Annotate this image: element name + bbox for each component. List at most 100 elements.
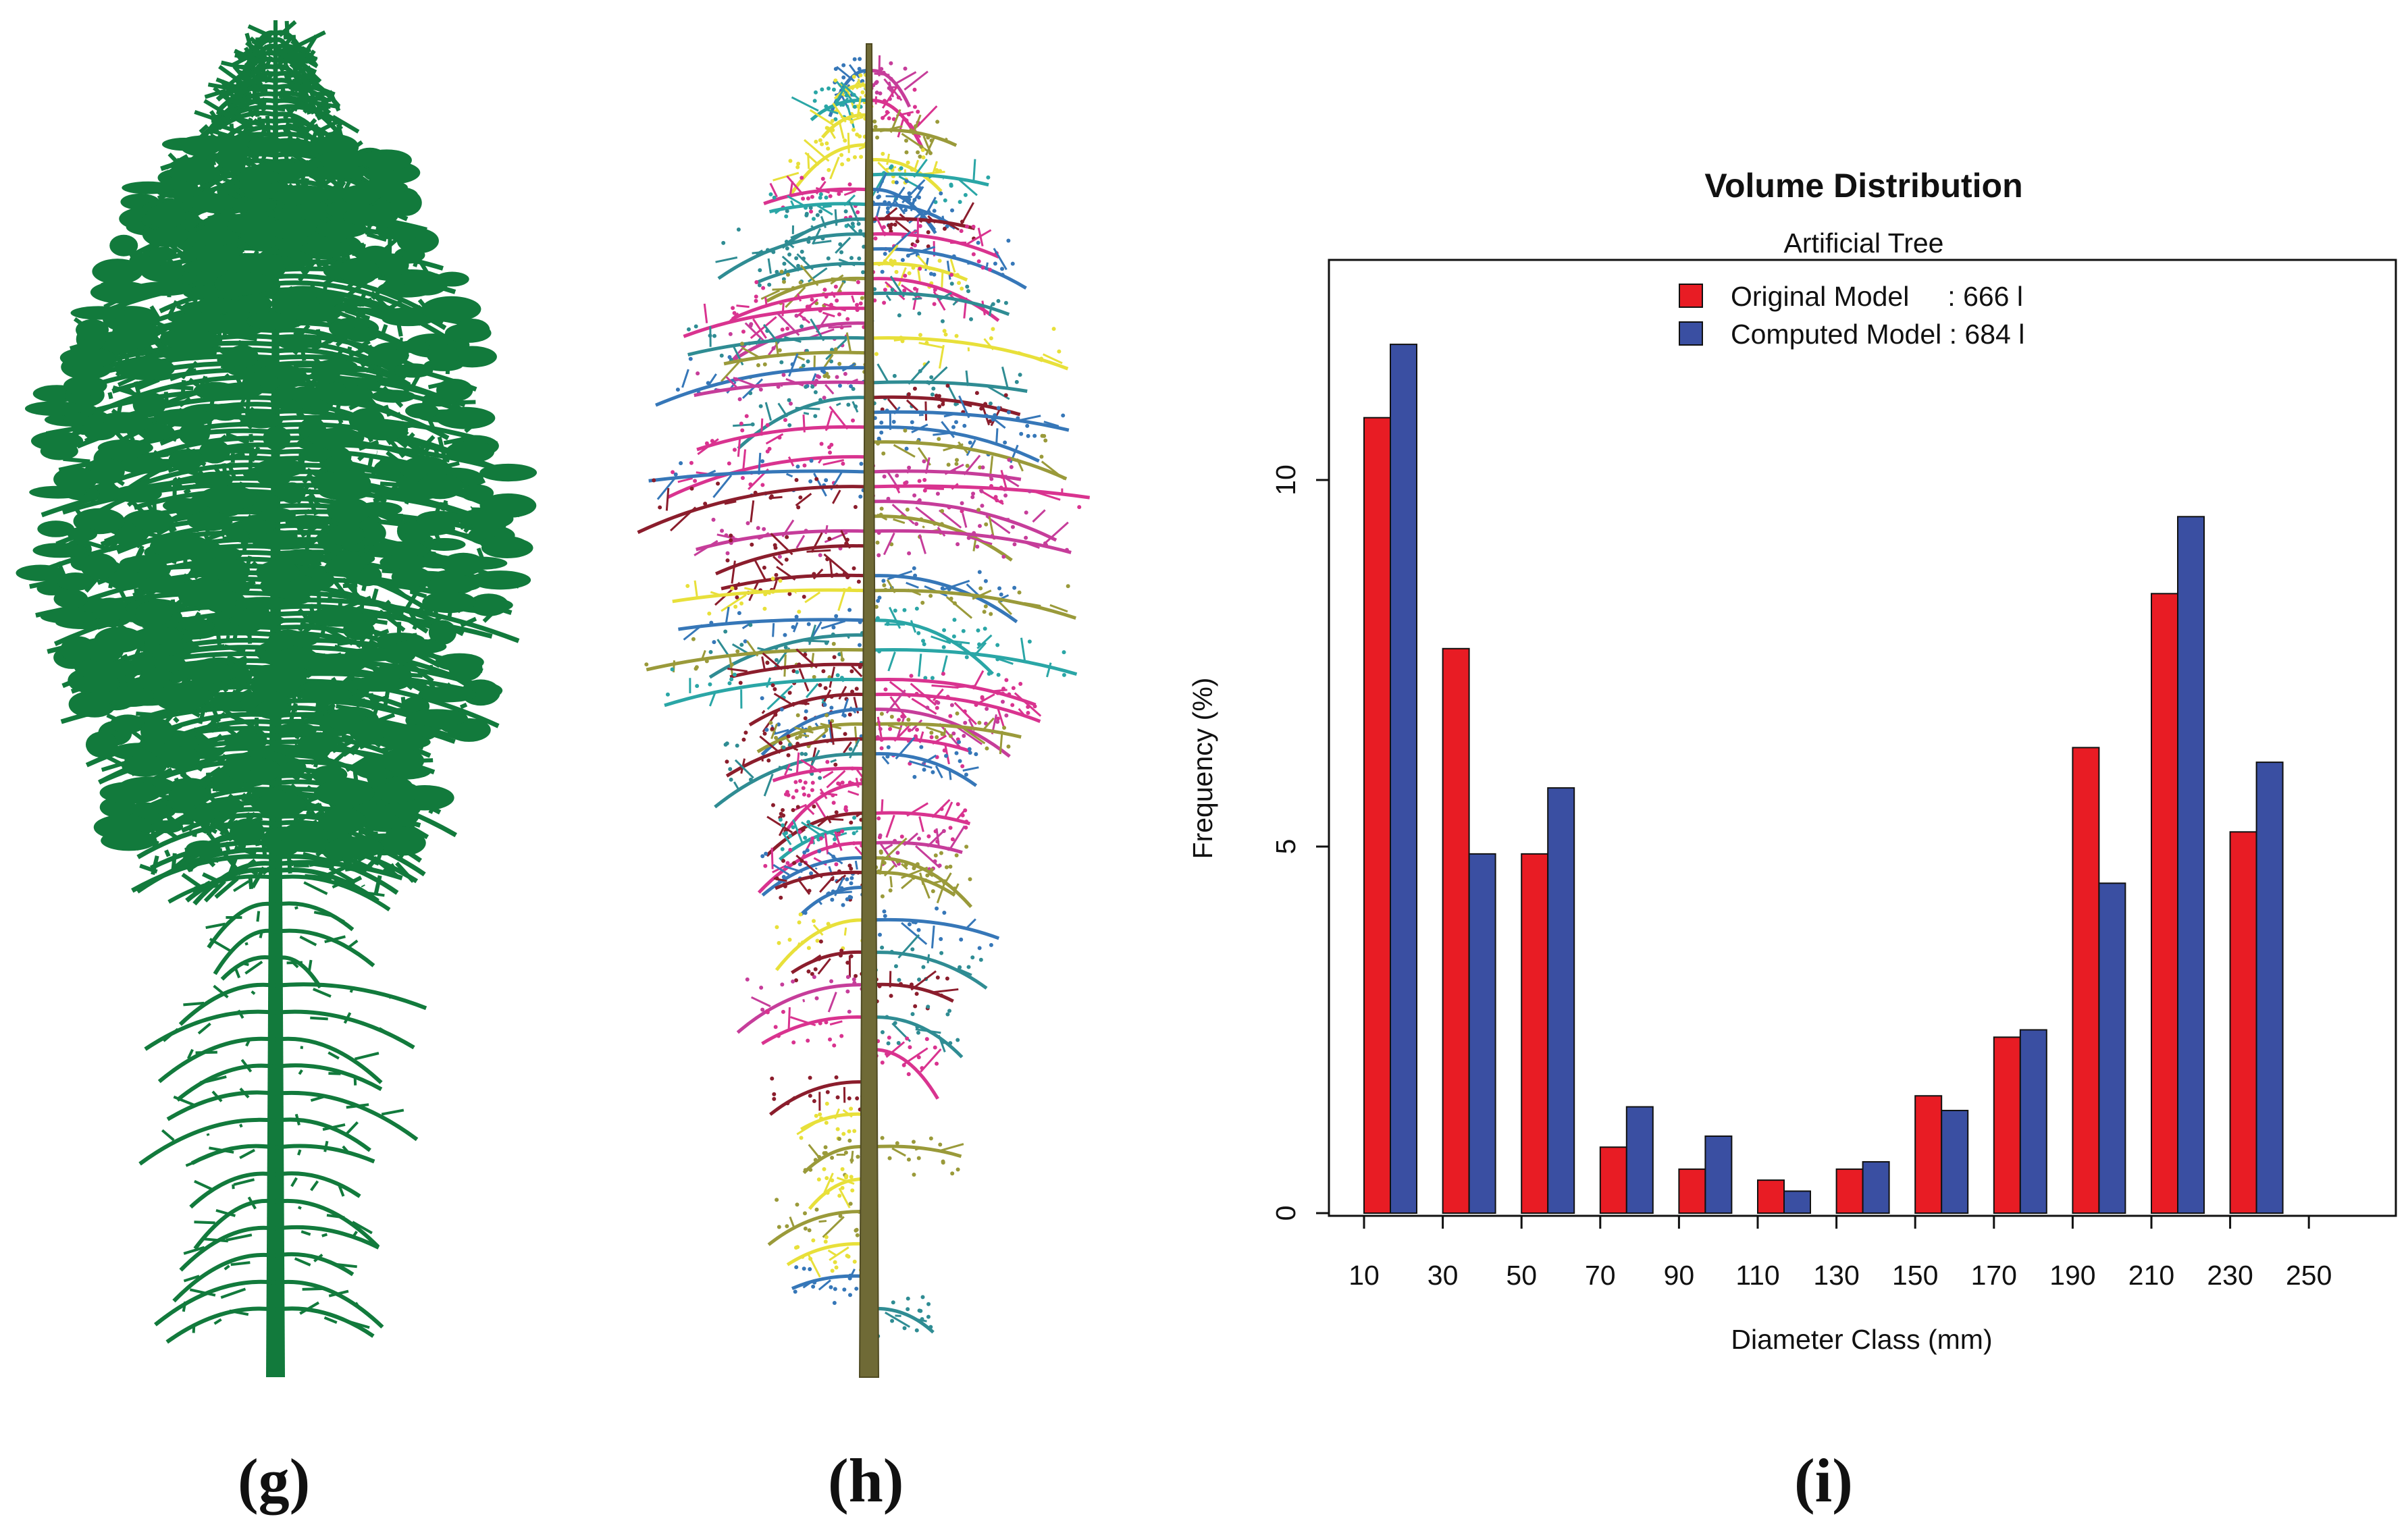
tree-g-twig bbox=[259, 50, 265, 65]
tree-g-foliage bbox=[448, 656, 483, 681]
tree-g-twig bbox=[312, 988, 332, 998]
tree-g-twig bbox=[240, 99, 255, 115]
bar-computed-230 bbox=[2255, 762, 2284, 1214]
tree-g-twig bbox=[332, 115, 360, 134]
tree-g-foliage bbox=[236, 169, 282, 185]
tree-g-twig bbox=[313, 101, 340, 109]
tree-h-point bbox=[889, 87, 893, 92]
tree-g-twig bbox=[398, 661, 415, 668]
tree-g-foliage bbox=[342, 620, 375, 641]
tree-g-twig bbox=[328, 865, 355, 884]
panel-label-g: (g) bbox=[238, 1446, 311, 1515]
bar-original-110 bbox=[1757, 1179, 1785, 1214]
tree-g-twig bbox=[333, 1262, 357, 1268]
bar-original-170 bbox=[1993, 1036, 2021, 1214]
tree-g-foliage bbox=[315, 221, 368, 238]
bar-computed-30 bbox=[1468, 853, 1496, 1214]
tree-h-point bbox=[841, 63, 846, 68]
bar-computed-10 bbox=[1390, 344, 1417, 1214]
tree-g-foliage bbox=[257, 473, 291, 486]
tree-g-twig bbox=[299, 935, 317, 946]
bar-computed-70 bbox=[1625, 1106, 1654, 1214]
tree-h-twig bbox=[904, 70, 928, 91]
tree-g-foliage bbox=[139, 626, 184, 645]
tree-g-twig bbox=[143, 474, 151, 483]
tree-g-twig bbox=[226, 432, 250, 445]
tree-h-twig bbox=[827, 126, 837, 139]
chart-title: Volume Distribution bbox=[1704, 167, 2022, 205]
tree-g-twig bbox=[300, 1230, 311, 1236]
tree-g-twig bbox=[259, 126, 267, 140]
tree-g-twig bbox=[344, 865, 350, 870]
tree-g-foliage bbox=[285, 514, 330, 529]
tree-g-branch bbox=[275, 1225, 380, 1250]
tree-g-twig bbox=[459, 702, 468, 710]
tree-g-twig bbox=[335, 340, 343, 348]
tree-g-twig bbox=[244, 41, 272, 64]
tree-g-foliage bbox=[149, 534, 211, 559]
tree-g-twig bbox=[173, 1095, 195, 1107]
tree-g-branch bbox=[220, 955, 276, 981]
tree-g-foliage bbox=[288, 303, 342, 323]
tree-g-foliage bbox=[323, 455, 354, 473]
tree-g-foliage bbox=[199, 485, 259, 510]
tree-g-twig bbox=[224, 1264, 230, 1271]
tree-g-twig bbox=[136, 711, 153, 717]
tree-h-point bbox=[881, 70, 886, 75]
tree-g-foliage bbox=[85, 731, 118, 758]
tree-g-foliage bbox=[311, 360, 341, 385]
tree-g-foliage bbox=[178, 422, 210, 446]
tree-g-foliage bbox=[112, 485, 162, 503]
tree-g-twig bbox=[248, 450, 254, 469]
tree-h-point bbox=[916, 109, 920, 114]
tree-g-foliage bbox=[192, 578, 226, 595]
tree-g-foliage bbox=[32, 543, 87, 558]
tree-h-point bbox=[830, 119, 835, 124]
tree-g-twig bbox=[241, 793, 257, 809]
tree-g-foliage bbox=[315, 292, 345, 306]
tree-g-foliage bbox=[246, 312, 305, 330]
bar-computed-190 bbox=[2098, 882, 2126, 1214]
tree-g-foliage bbox=[122, 755, 167, 777]
tree-g-twig bbox=[240, 398, 246, 404]
tree-g-foliage bbox=[302, 732, 332, 760]
tree-h-point bbox=[874, 90, 879, 95]
tree-g-twig bbox=[294, 906, 298, 910]
tree-h-point bbox=[881, 115, 885, 120]
bar-computed-130 bbox=[1862, 1160, 1890, 1214]
tree-g-foliage bbox=[168, 784, 212, 806]
tree-g-foliage bbox=[228, 614, 286, 627]
tree-g-twig bbox=[409, 589, 427, 599]
tree-h-point bbox=[841, 103, 845, 107]
tree-g-foliage bbox=[86, 637, 124, 663]
tree-g-twig bbox=[328, 1051, 340, 1060]
tree-h-point bbox=[849, 119, 854, 124]
tree-g-branch bbox=[275, 928, 375, 967]
tree-g-twig bbox=[294, 52, 305, 70]
bar-original-90 bbox=[1678, 1168, 1706, 1214]
tree-g-twig bbox=[209, 109, 221, 124]
tree-g-twig bbox=[219, 92, 245, 109]
tree-g-twig bbox=[321, 1233, 328, 1237]
tree-g-foliage bbox=[271, 138, 315, 154]
tree-h-point bbox=[833, 78, 838, 83]
tree-g-foliage bbox=[253, 536, 313, 550]
tree-g-foliage bbox=[299, 241, 352, 257]
tree-g-foliage bbox=[379, 554, 429, 571]
tree-g-twig bbox=[192, 297, 199, 303]
tree-h-twig bbox=[889, 109, 901, 133]
x-tick-label: 90 bbox=[1664, 1260, 1695, 1291]
tree-g-branch bbox=[275, 698, 418, 720]
tree-g-twig bbox=[183, 488, 191, 495]
tree-g-branch bbox=[58, 448, 276, 473]
bar-computed-50 bbox=[1547, 787, 1575, 1214]
tree-g-foliage bbox=[97, 439, 153, 456]
tree-g-twig bbox=[381, 1108, 404, 1116]
tree-g-twig bbox=[313, 911, 332, 917]
tree-g-foliage bbox=[230, 818, 265, 846]
tree-g-twig bbox=[289, 809, 315, 828]
tree-g-branch bbox=[274, 43, 318, 67]
tree-g-foliage bbox=[168, 449, 204, 471]
tree-g-twig bbox=[383, 863, 395, 874]
tree-g-foliage bbox=[371, 390, 416, 403]
